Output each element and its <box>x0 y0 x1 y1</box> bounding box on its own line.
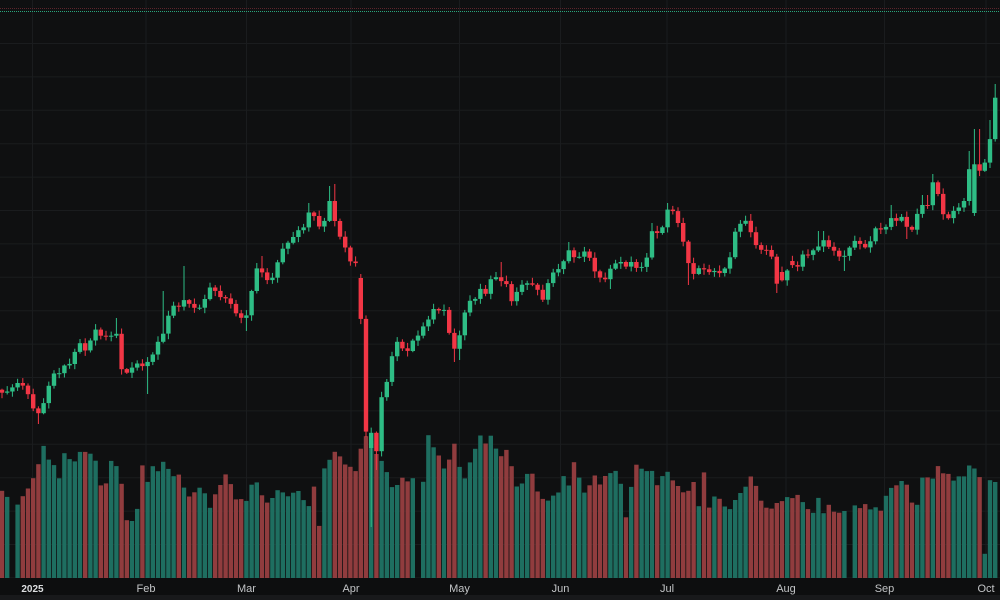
svg-text:May: May <box>449 583 470 595</box>
svg-text:Jun: Jun <box>552 583 570 595</box>
svg-text:Jul: Jul <box>660 583 674 595</box>
svg-text:Sep: Sep <box>875 583 895 595</box>
svg-text:Oct: Oct <box>977 583 994 595</box>
svg-text:Apr: Apr <box>342 583 359 595</box>
svg-text:2025: 2025 <box>21 584 44 595</box>
svg-text:Aug: Aug <box>776 583 796 595</box>
svg-text:Mar: Mar <box>237 583 256 595</box>
svg-text:Feb: Feb <box>137 583 156 595</box>
